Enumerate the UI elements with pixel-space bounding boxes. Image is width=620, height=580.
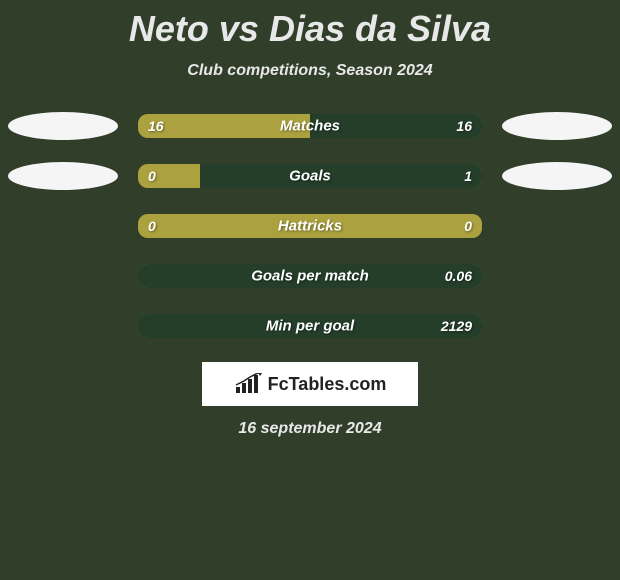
stat-bar: 0 Hattricks 0 xyxy=(138,214,482,238)
left-badge-ellipse xyxy=(8,112,118,140)
brand-link[interactable]: FcTables.com xyxy=(202,362,418,406)
brand-text: FcTables.com xyxy=(268,374,387,395)
stat-row-hattricks: 0 Hattricks 0 xyxy=(0,212,620,240)
spacer xyxy=(502,262,612,290)
bar-center-label: Min per goal xyxy=(266,318,354,335)
stat-row-matches: 16 Matches 16 xyxy=(0,112,620,140)
stat-bar: Min per goal 2129 xyxy=(138,314,482,338)
spacer xyxy=(502,312,612,340)
spacer xyxy=(8,312,118,340)
bar-center-label: Hattricks xyxy=(278,218,342,235)
bar-right-fill xyxy=(200,164,482,188)
right-badge-ellipse xyxy=(502,112,612,140)
bar-center-label: Goals per match xyxy=(251,268,369,285)
comparison-rows: 16 Matches 16 0 Goals 1 0 Hattricks 0 xyxy=(0,112,620,340)
bar-right-value: 1 xyxy=(464,168,472,184)
subtitle: Club competitions, Season 2024 xyxy=(0,62,620,80)
stat-row-mpg: Min per goal 2129 xyxy=(0,312,620,340)
bar-right-value: 16 xyxy=(456,118,472,134)
page-title: Neto vs Dias da Silva xyxy=(0,0,620,50)
spacer xyxy=(502,212,612,240)
bar-right-value: 0 xyxy=(464,218,472,234)
stat-bar: Goals per match 0.06 xyxy=(138,264,482,288)
date-text: 16 september 2024 xyxy=(0,420,620,438)
bar-left-value: 16 xyxy=(148,118,164,134)
bar-right-value: 0.06 xyxy=(445,268,472,284)
right-badge-ellipse xyxy=(502,162,612,190)
left-badge-ellipse xyxy=(8,162,118,190)
stat-row-goals: 0 Goals 1 xyxy=(0,162,620,190)
bar-left-value: 0 xyxy=(148,168,156,184)
bar-chart-up-icon xyxy=(234,373,262,395)
bar-left-value: 0 xyxy=(148,218,156,234)
spacer xyxy=(8,212,118,240)
stat-bar: 16 Matches 16 xyxy=(138,114,482,138)
bar-center-label: Goals xyxy=(289,168,331,185)
stat-row-gpm: Goals per match 0.06 xyxy=(0,262,620,290)
stat-bar: 0 Goals 1 xyxy=(138,164,482,188)
spacer xyxy=(8,262,118,290)
bar-center-label: Matches xyxy=(280,118,340,135)
bar-right-value: 2129 xyxy=(441,318,472,334)
